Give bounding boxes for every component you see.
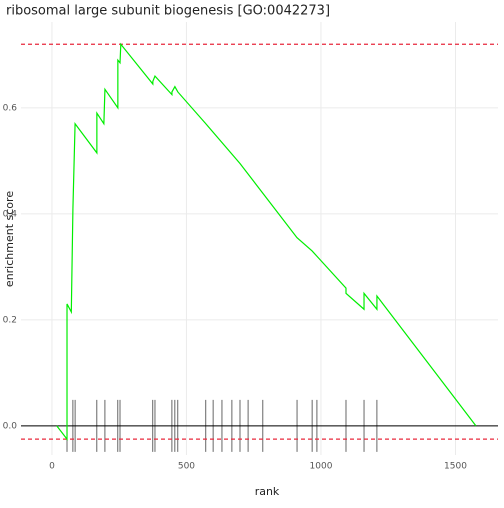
y-tick-label: 0.6 bbox=[3, 103, 18, 113]
x-axis-label: rank bbox=[255, 485, 280, 498]
y-tick-label: 0.4 bbox=[3, 209, 18, 219]
y-tick-label: 0.0 bbox=[3, 421, 18, 431]
x-tick-label: 1500 bbox=[444, 462, 467, 472]
y-tick-label: 0.2 bbox=[3, 315, 17, 325]
x-tick-label: 0 bbox=[49, 462, 55, 472]
x-tick-label: 1000 bbox=[310, 462, 333, 472]
x-tick-label: 500 bbox=[178, 462, 195, 472]
y-axis-label: enrichment score bbox=[3, 191, 16, 287]
es-line bbox=[56, 42, 477, 441]
chart-title: ribosomal large subunit biogenesis [GO:0… bbox=[6, 4, 330, 19]
